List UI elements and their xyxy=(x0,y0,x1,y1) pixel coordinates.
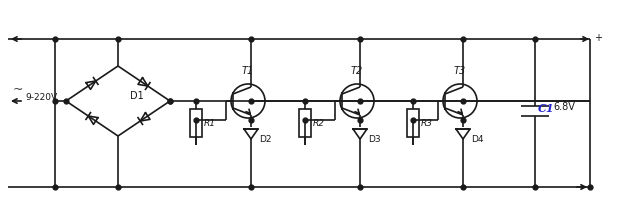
Text: R1: R1 xyxy=(204,119,216,127)
Bar xyxy=(407,109,419,137)
Text: R3: R3 xyxy=(421,119,433,127)
Text: 9-220V: 9-220V xyxy=(25,93,57,102)
Text: D1: D1 xyxy=(130,91,144,101)
Text: T1: T1 xyxy=(242,66,254,76)
Text: T2: T2 xyxy=(351,66,363,76)
Text: R2: R2 xyxy=(313,119,325,127)
Text: C1: C1 xyxy=(538,103,555,115)
Text: +: + xyxy=(594,33,602,43)
Text: T3: T3 xyxy=(454,66,466,76)
Text: ~: ~ xyxy=(13,83,24,96)
Bar xyxy=(299,109,311,137)
Text: D4: D4 xyxy=(471,135,484,144)
Bar xyxy=(190,109,202,137)
Text: D3: D3 xyxy=(368,135,381,144)
Text: D2: D2 xyxy=(259,135,271,144)
Text: 6.8V: 6.8V xyxy=(553,102,575,112)
